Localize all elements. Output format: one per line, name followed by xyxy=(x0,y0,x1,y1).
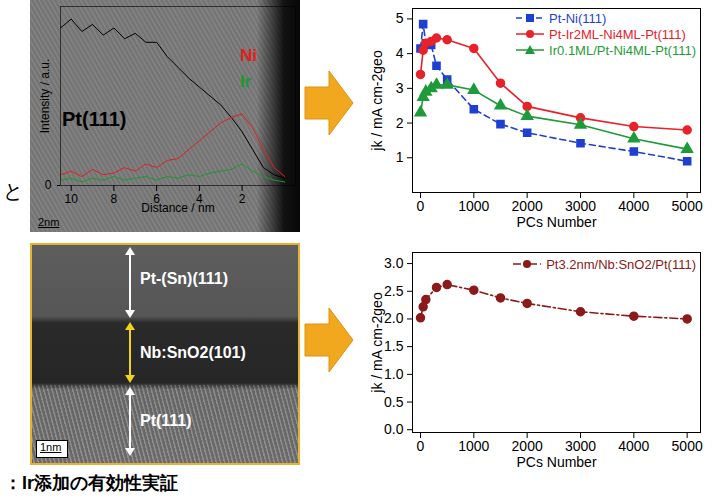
svg-text:jk / mA cm-2geo: jk / mA cm-2geo xyxy=(369,292,385,394)
svg-text:0: 0 xyxy=(417,438,425,454)
svg-text:2.0: 2.0 xyxy=(384,310,404,326)
svg-text:3.0: 3.0 xyxy=(384,255,404,271)
svg-text:3000: 3000 xyxy=(565,198,596,214)
html-text:1nm: 1nm xyxy=(40,441,62,453)
svg-text:4000: 4000 xyxy=(618,198,649,214)
svg-text:0: 0 xyxy=(45,178,52,192)
svg-text:4: 4 xyxy=(196,192,203,206)
svg-text:3000: 3000 xyxy=(565,438,596,454)
svg-text:1000: 1000 xyxy=(458,438,489,454)
html-text:Ni: Ni xyxy=(240,46,257,65)
svg-text:3: 3 xyxy=(396,80,404,96)
html-text:2nm: 2nm xyxy=(38,216,60,228)
svg-text:6: 6 xyxy=(153,192,160,206)
html-text:と: と xyxy=(3,180,23,202)
svg-text:2: 2 xyxy=(396,115,404,131)
svg-text:8: 8 xyxy=(111,192,118,206)
svg-text:0.5: 0.5 xyxy=(384,394,404,410)
svg-text:1.5: 1.5 xyxy=(384,338,404,354)
svg-text:4: 4 xyxy=(396,45,404,61)
svg-text:4000: 4000 xyxy=(618,438,649,454)
html-text:Pt(111): Pt(111) xyxy=(140,412,192,429)
html-text:Ir0.1ML/Pt-Ni4ML-Pt(111): Ir0.1ML/Pt-Ni4ML-Pt(111) xyxy=(549,42,696,58)
svg-text:1: 1 xyxy=(396,149,404,165)
svg-text:1000: 1000 xyxy=(458,198,489,214)
svg-text:Distance / nm: Distance / nm xyxy=(141,201,214,215)
html-text:Pt(111): Pt(111) xyxy=(62,108,127,130)
html-text:Pt-(Sn)(111): Pt-(Sn)(111) xyxy=(140,270,228,287)
html-text:：Ir添加の有効性実証: ：Ir添加の有効性実証 xyxy=(4,473,178,493)
svg-text:10: 10 xyxy=(65,192,79,206)
svg-text:2.5: 2.5 xyxy=(384,283,404,299)
svg-text:Intensity / a.u.: Intensity / a.u. xyxy=(38,59,52,134)
svg-text:5: 5 xyxy=(396,10,404,26)
svg-text:2000: 2000 xyxy=(512,198,543,214)
svg-text:0: 0 xyxy=(417,198,425,214)
html-text:Nb:SnO2(101): Nb:SnO2(101) xyxy=(140,344,246,361)
html-text:Pt-Ni(111): Pt-Ni(111) xyxy=(549,10,607,26)
html-text:Pt-Ir2ML-Ni4ML-Pt(111): Pt-Ir2ML-Ni4ML-Pt(111) xyxy=(549,26,686,42)
svg-text:0.0: 0.0 xyxy=(384,421,404,437)
svg-text:5000: 5000 xyxy=(672,198,703,214)
html-text:Pt3.2nm/Nb:SnO2/Pt(111): Pt3.2nm/Nb:SnO2/Pt(111) xyxy=(546,256,696,272)
svg-text:PCs Number: PCs Number xyxy=(516,214,596,230)
html-text:Ir: Ir xyxy=(240,72,252,91)
svg-text:1.0: 1.0 xyxy=(384,366,404,382)
svg-text:2000: 2000 xyxy=(512,438,543,454)
svg-text:2: 2 xyxy=(239,192,246,206)
svg-text:5000: 5000 xyxy=(672,438,703,454)
svg-text:jk / mA cm-2geo: jk / mA cm-2geo xyxy=(369,50,385,152)
svg-text:PCs Number: PCs Number xyxy=(516,454,596,470)
